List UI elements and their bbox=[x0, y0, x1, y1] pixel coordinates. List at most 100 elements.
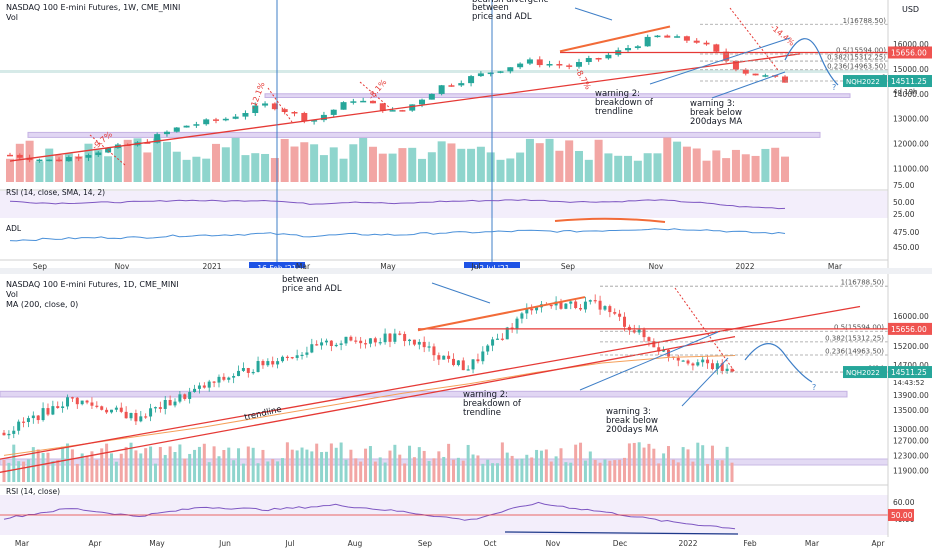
weekly-volume-bar bbox=[261, 153, 270, 182]
daily-volume-bar bbox=[70, 449, 74, 482]
daily-note-warning2: trendline bbox=[463, 408, 501, 418]
daily-candle bbox=[246, 368, 250, 373]
daily-candle bbox=[574, 301, 578, 309]
daily-volume-bar bbox=[324, 451, 328, 482]
weekly-decline-dotted bbox=[267, 87, 293, 123]
daily-candle bbox=[119, 407, 123, 412]
daily-volume-bar bbox=[593, 459, 597, 482]
weekly-volume-bar bbox=[624, 155, 633, 182]
weekly-candle bbox=[46, 159, 53, 162]
daily-candle bbox=[461, 360, 465, 371]
weekly-volume-bar bbox=[251, 153, 260, 182]
weekly-volume-bar bbox=[388, 153, 397, 182]
daily-candle bbox=[447, 355, 451, 359]
daily-candle bbox=[603, 306, 607, 310]
daily-volume-bar bbox=[559, 448, 563, 482]
daily-candle bbox=[525, 308, 529, 314]
weekly-volume-bar bbox=[781, 156, 789, 182]
weekly-volume-bar bbox=[722, 158, 731, 182]
daily-volume-bar bbox=[579, 442, 583, 482]
daily-projection-arrow bbox=[744, 343, 813, 383]
daily-volume-bar bbox=[305, 449, 309, 482]
daily-candle bbox=[642, 329, 646, 338]
daily-volume-bar bbox=[329, 443, 333, 482]
weekly-chart: 1(16788.50) 0.5(15594.00)0.382(15312.25)0… bbox=[0, 0, 919, 274]
daily-candle bbox=[495, 338, 499, 340]
daily-candle bbox=[56, 406, 60, 409]
daily-volume-bar bbox=[85, 455, 89, 482]
daily-candle bbox=[437, 355, 441, 360]
weekly-fib-label: 0.236(14963.50) bbox=[827, 62, 886, 70]
weekly-volume-bar bbox=[604, 153, 613, 182]
weekly-pct-label: -12.1% bbox=[248, 81, 266, 111]
daily-volume-bar bbox=[608, 460, 612, 482]
daily-volume-bar bbox=[588, 451, 592, 482]
weekly-time-tick: Sep bbox=[561, 262, 575, 271]
weekly-note-warning2: breakdown of bbox=[595, 98, 654, 108]
daily-candle bbox=[241, 368, 245, 371]
daily-candle bbox=[510, 327, 514, 329]
panel-separator[interactable] bbox=[0, 268, 932, 274]
daily-arrow bbox=[681, 357, 729, 407]
weekly-volume-bar bbox=[359, 137, 368, 182]
daily-volume-bar bbox=[109, 453, 113, 482]
weekly-volume-bar bbox=[329, 147, 338, 182]
daily-candle bbox=[95, 405, 99, 407]
weekly-candle bbox=[369, 100, 376, 104]
weekly-volume-bar bbox=[172, 151, 181, 182]
daily-candle bbox=[100, 406, 104, 410]
daily-volume-bar bbox=[657, 463, 661, 482]
daily-candle bbox=[481, 351, 485, 362]
daily-volume-bar bbox=[168, 446, 172, 482]
daily-volume-bar bbox=[46, 452, 50, 482]
daily-candle bbox=[149, 408, 153, 417]
weekly-candle bbox=[262, 103, 269, 106]
weekly-candle bbox=[428, 93, 435, 100]
weekly-note-divergence: between bbox=[472, 3, 509, 13]
daily-volume-bar bbox=[26, 459, 30, 482]
weekly-volume-bar bbox=[192, 156, 201, 182]
weekly-level-tag-box bbox=[888, 46, 932, 59]
daily-volume-bar bbox=[359, 461, 363, 482]
weekly-volume-bar bbox=[339, 158, 348, 182]
daily-candle bbox=[364, 343, 368, 345]
weekly-candle bbox=[75, 157, 82, 159]
daily-note-warning2: breakdown of bbox=[463, 399, 522, 409]
daily-volume-bar bbox=[290, 449, 294, 482]
daily-vol-label: Vol bbox=[6, 290, 18, 299]
weekly-volume-bar bbox=[35, 161, 44, 182]
daily-candle bbox=[349, 336, 353, 341]
weekly-candle bbox=[448, 85, 455, 87]
daily-candle bbox=[290, 357, 294, 359]
daily-volume-bar bbox=[295, 450, 299, 482]
weekly-arrow bbox=[649, 37, 791, 85]
daily-candle bbox=[46, 408, 50, 415]
daily-note-warning2: warning 2: bbox=[463, 390, 508, 400]
weekly-volume-bar bbox=[6, 158, 14, 182]
daily-volume-bar bbox=[730, 462, 734, 482]
weekly-candle bbox=[409, 104, 416, 111]
daily-candle bbox=[593, 300, 597, 302]
daily-symbol-tag-box bbox=[843, 366, 887, 379]
daily-candle bbox=[706, 359, 710, 364]
daily-candle bbox=[696, 362, 700, 366]
weekly-candle bbox=[419, 99, 426, 105]
daily-volume-bar bbox=[17, 461, 21, 482]
daily-candle bbox=[412, 339, 416, 345]
daily-volume-bar bbox=[276, 461, 280, 482]
weekly-candle bbox=[782, 76, 788, 83]
daily-volume-bar bbox=[623, 457, 627, 482]
weekly-volume-bar bbox=[525, 138, 534, 182]
weekly-price-tick: 13000.00 bbox=[893, 115, 929, 124]
daily-rsi-tag-box bbox=[888, 509, 914, 521]
weekly-note-warning3: break below bbox=[690, 108, 742, 118]
weekly-volume-bar bbox=[241, 155, 250, 182]
daily-candle bbox=[232, 376, 236, 378]
daily-volume-bar bbox=[364, 448, 368, 482]
daily-time-tick: Jul bbox=[284, 539, 294, 548]
daily-candle bbox=[36, 415, 40, 421]
daily-candle bbox=[261, 361, 265, 366]
daily-volume-bar bbox=[202, 443, 206, 482]
weekly-adl-tick: 475.00 bbox=[893, 228, 919, 237]
